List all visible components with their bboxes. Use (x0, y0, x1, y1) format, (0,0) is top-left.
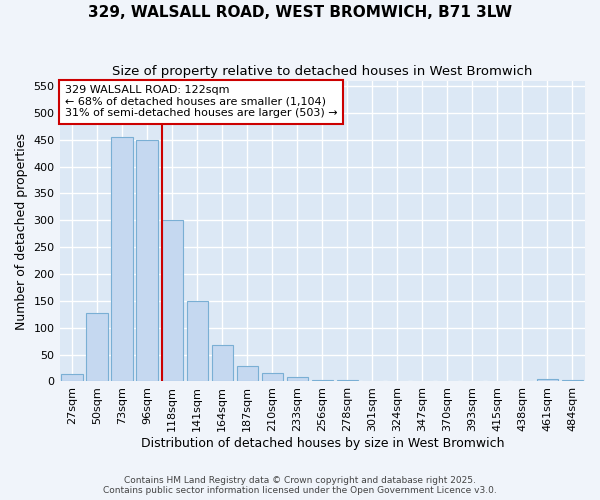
Bar (387, 381, 408, 382)
Bar (412, 381, 433, 382)
Text: 329 WALSALL ROAD: 122sqm
← 68% of detached houses are smaller (1,104)
31% of sem: 329 WALSALL ROAD: 122sqm ← 68% of detach… (65, 85, 337, 118)
Bar (362, 381, 383, 382)
Bar (311, 380, 333, 382)
Bar (462, 381, 483, 382)
Bar (487, 381, 508, 382)
Bar (262, 374, 283, 382)
Bar (337, 380, 358, 382)
Bar (86, 312, 108, 382)
Title: Size of property relative to detached houses in West Bromwich: Size of property relative to detached ho… (112, 65, 532, 78)
Bar (287, 377, 308, 382)
Bar (512, 381, 533, 382)
Bar (562, 380, 583, 382)
Bar (136, 140, 158, 382)
Bar (112, 137, 133, 382)
Bar (236, 366, 258, 382)
Text: Contains HM Land Registry data © Crown copyright and database right 2025.
Contai: Contains HM Land Registry data © Crown c… (103, 476, 497, 495)
Bar (187, 301, 208, 382)
Y-axis label: Number of detached properties: Number of detached properties (15, 132, 28, 330)
Bar (537, 379, 558, 382)
Bar (212, 345, 233, 382)
X-axis label: Distribution of detached houses by size in West Bromwich: Distribution of detached houses by size … (140, 437, 504, 450)
Text: 329, WALSALL ROAD, WEST BROMWICH, B71 3LW: 329, WALSALL ROAD, WEST BROMWICH, B71 3L… (88, 5, 512, 20)
Bar (437, 381, 458, 382)
Bar (161, 220, 183, 382)
Bar (61, 374, 83, 382)
